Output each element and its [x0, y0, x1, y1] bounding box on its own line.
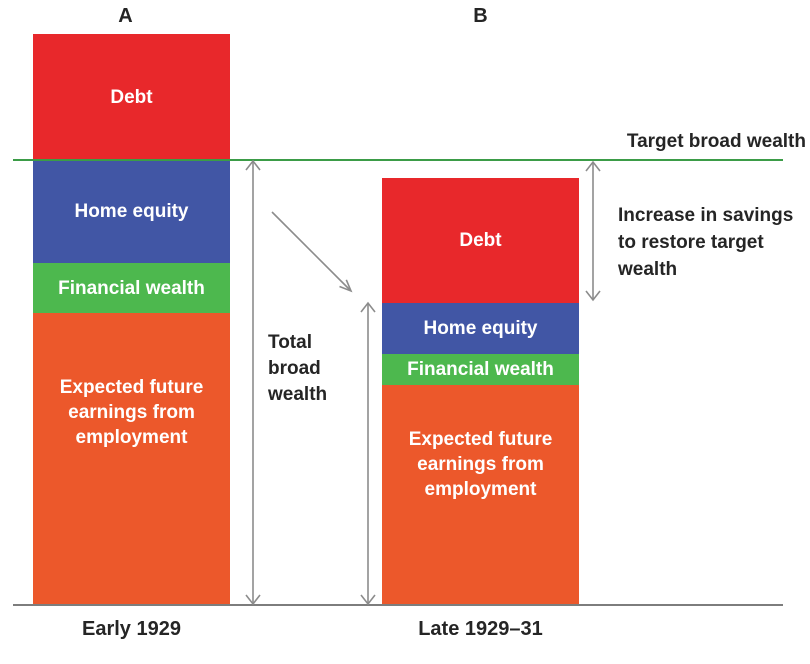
panel-b-label: B — [473, 5, 488, 27]
total-broad-wealth-arrow-b — [360, 301, 376, 606]
segment-debt: Debt — [382, 178, 579, 303]
stacked-bar-early-1929: Debt Home equity Financial wealth Expected … — [33, 34, 230, 605]
segment-home-equity: Home equity — [33, 160, 230, 263]
total-broad-wealth-label: Total broad wealth — [268, 332, 328, 405]
segment-financial-wealth: Financial wealth — [33, 263, 230, 313]
total-broad-wealth-arrow-a — [245, 159, 261, 606]
target-broad-wealth-label: Target broad wealth — [626, 131, 806, 152]
increase-savings-label: Increase in savings to restore target we… — [618, 205, 794, 280]
segment-label-expected-earnings: Expected future earnings from employment — [59, 377, 204, 448]
segment-expected-earnings: Expected future earnings from employment — [33, 313, 230, 605]
segment-label-home-equity: Home equity — [74, 201, 189, 222]
segment-financial-wealth: Financial wealth — [382, 354, 579, 385]
segment-home-equity: Home equity — [382, 303, 579, 354]
x-axis-label-early-1929: Early 1929 — [82, 618, 181, 640]
segment-label-financial-wealth: Financial wealth — [58, 277, 205, 299]
segment-label-home-equity: Home equity — [423, 318, 538, 339]
segment-debt: Debt — [33, 34, 230, 160]
segment-label-expected-earnings: Expected future earnings from employment — [408, 429, 553, 500]
panel-a-label: A — [118, 5, 133, 27]
segment-label-financial-wealth: Financial wealth — [407, 359, 554, 380]
segment-label-debt: Debt — [110, 86, 153, 108]
segment-label-debt: Debt — [459, 230, 502, 251]
increase-savings-arrow — [585, 160, 601, 302]
x-axis-label-late-1929-31: Late 1929–31 — [418, 618, 543, 640]
wealth-fall-arrow — [271, 211, 353, 293]
stacked-bar-late-1929-31: Debt Home equity Financial wealth Expected … — [382, 178, 579, 605]
segment-expected-earnings: Expected future earnings from employment — [382, 385, 579, 605]
